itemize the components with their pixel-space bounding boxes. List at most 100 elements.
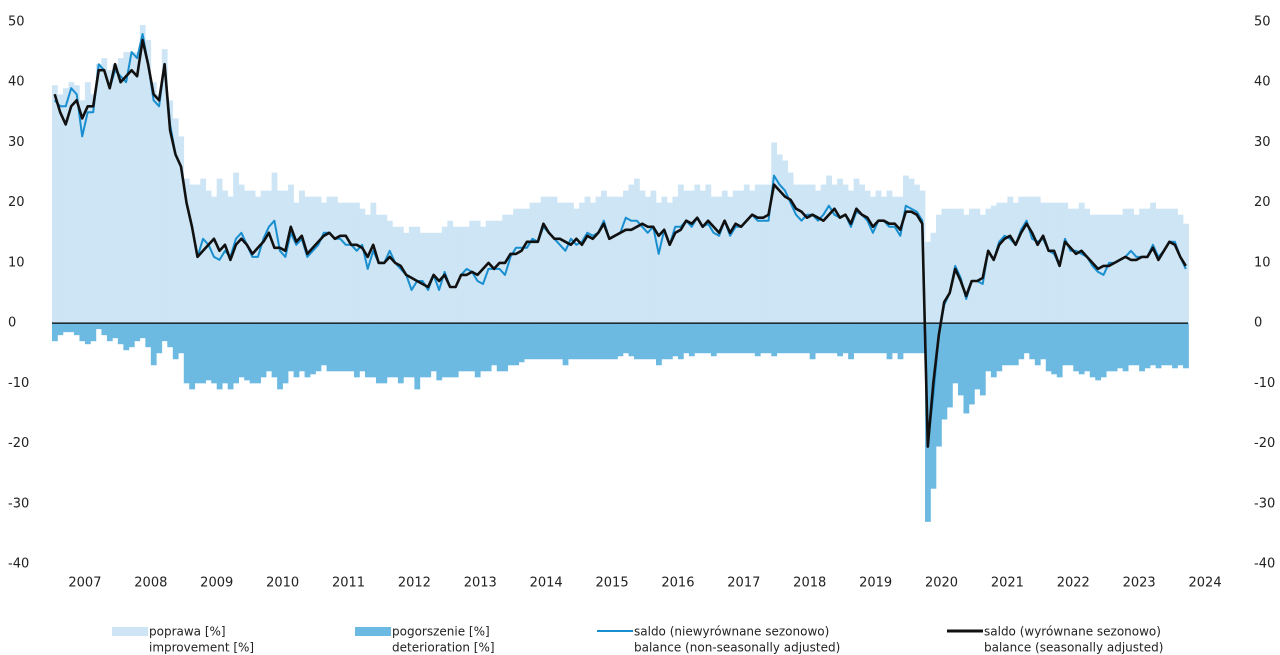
bar bbox=[95, 64, 102, 324]
bar bbox=[364, 323, 371, 378]
bar bbox=[551, 196, 558, 324]
y2-tick-label: 30 bbox=[1254, 135, 1271, 150]
y-tick-label: -10 bbox=[8, 376, 29, 391]
bar bbox=[870, 323, 876, 354]
bar bbox=[211, 323, 218, 384]
bar bbox=[310, 323, 316, 375]
bar bbox=[1161, 323, 1167, 366]
bar bbox=[886, 323, 893, 360]
bar bbox=[688, 190, 695, 324]
bar bbox=[815, 323, 822, 354]
bar bbox=[623, 323, 629, 354]
bar bbox=[480, 323, 487, 372]
bar bbox=[661, 196, 668, 324]
bar bbox=[870, 196, 876, 324]
bar bbox=[804, 323, 811, 354]
bar bbox=[205, 323, 212, 381]
bar bbox=[666, 323, 673, 360]
bar bbox=[1133, 323, 1140, 366]
bar bbox=[496, 220, 503, 324]
bar bbox=[507, 323, 514, 366]
bar bbox=[62, 323, 69, 333]
line bbox=[53, 38, 1187, 448]
bar bbox=[321, 323, 327, 366]
bar bbox=[139, 323, 146, 339]
bar bbox=[375, 214, 382, 324]
bar bbox=[183, 178, 190, 324]
bar bbox=[277, 323, 283, 390]
bar bbox=[826, 175, 832, 324]
bar bbox=[694, 184, 701, 324]
bar bbox=[343, 323, 349, 372]
bar bbox=[837, 178, 843, 324]
bar bbox=[963, 214, 970, 324]
bar bbox=[172, 118, 179, 324]
bar bbox=[1095, 323, 1102, 381]
bar bbox=[897, 323, 904, 360]
bar bbox=[134, 323, 141, 342]
bar bbox=[957, 208, 964, 324]
bar bbox=[1078, 202, 1085, 324]
bar bbox=[315, 196, 322, 324]
bar bbox=[721, 190, 728, 324]
bar bbox=[672, 196, 679, 324]
bar bbox=[161, 323, 168, 342]
bar bbox=[90, 323, 97, 342]
bar bbox=[139, 25, 146, 324]
bar bbox=[540, 323, 547, 360]
bar bbox=[167, 323, 174, 348]
bar bbox=[353, 323, 360, 378]
bar bbox=[161, 49, 168, 324]
bar bbox=[524, 323, 530, 360]
bar bbox=[623, 190, 629, 324]
bar bbox=[666, 202, 673, 324]
bar bbox=[452, 226, 459, 324]
bar bbox=[1034, 196, 1041, 324]
bar bbox=[864, 323, 871, 354]
bar bbox=[1122, 208, 1129, 324]
bar bbox=[304, 323, 311, 378]
bar bbox=[1183, 223, 1189, 324]
x-tick-label: 2016 bbox=[661, 576, 694, 591]
bar bbox=[436, 323, 443, 381]
bar bbox=[826, 323, 832, 354]
bar bbox=[996, 202, 1003, 324]
bar bbox=[727, 323, 734, 354]
legend-swatch bbox=[355, 627, 391, 636]
bar bbox=[804, 184, 811, 324]
bar bbox=[95, 323, 102, 330]
bar bbox=[617, 323, 624, 357]
bar bbox=[1161, 208, 1167, 324]
y-tick-label: 50 bbox=[8, 15, 25, 30]
bar bbox=[238, 323, 245, 378]
bar bbox=[1133, 214, 1140, 324]
bar bbox=[968, 323, 975, 405]
bar bbox=[1040, 202, 1047, 324]
y-tick-label: 10 bbox=[8, 255, 25, 270]
bar bbox=[1084, 323, 1091, 372]
bar bbox=[386, 220, 393, 324]
bar bbox=[359, 323, 366, 372]
bar bbox=[787, 323, 794, 354]
bar bbox=[370, 202, 377, 324]
y-tick-label: -30 bbox=[8, 496, 29, 511]
bar bbox=[1128, 323, 1134, 366]
bar bbox=[963, 323, 970, 414]
bar bbox=[117, 323, 124, 345]
bar bbox=[101, 323, 108, 336]
x-tick-label: 2008 bbox=[134, 576, 167, 591]
bar bbox=[458, 323, 465, 372]
bar bbox=[524, 208, 530, 324]
bar bbox=[601, 323, 607, 360]
bar bbox=[62, 88, 69, 324]
bar bbox=[1100, 214, 1107, 324]
bar bbox=[1117, 323, 1123, 369]
bar bbox=[562, 323, 569, 366]
bar bbox=[397, 323, 404, 384]
bar bbox=[1001, 323, 1008, 366]
bar bbox=[1051, 202, 1058, 324]
bar bbox=[205, 190, 212, 324]
bar bbox=[518, 323, 525, 363]
bar bbox=[1018, 196, 1025, 324]
bar bbox=[1045, 323, 1052, 372]
